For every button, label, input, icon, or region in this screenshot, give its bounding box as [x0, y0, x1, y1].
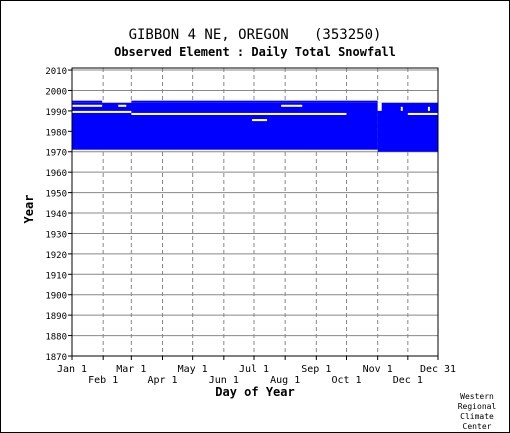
chart-title: GIBBON 4 NE, OREGON (353250) — [129, 27, 382, 43]
x-axis-label: Day of Year — [215, 385, 294, 399]
data-gap — [72, 104, 103, 107]
data-gap — [118, 104, 127, 107]
plot-area: 2010 2000 1990 1980 1970 1960 1950 1940 1930 1920… — [45, 67, 456, 386]
data-gap — [377, 102, 382, 111]
data-gap — [281, 104, 303, 107]
y-tick-label: 1960 — [45, 169, 67, 179]
y-tick-label: 1950 — [45, 190, 67, 200]
x-tick-label: Aug 1 — [270, 375, 300, 386]
y-tick-label: 1930 — [45, 230, 67, 240]
credit-line: Western — [460, 392, 494, 401]
x-tick-label: Oct 1 — [331, 375, 361, 386]
y-tick-label: 1980 — [45, 128, 67, 138]
plot-border — [71, 67, 439, 357]
y-tick-label: 1870 — [45, 353, 67, 363]
data-gap — [427, 106, 430, 111]
x-tick-label: Mar 1 — [116, 364, 146, 375]
y-tick-label: 1880 — [45, 333, 67, 343]
data-gap — [407, 112, 438, 115]
coverage-block — [72, 100, 103, 103]
coverage-block — [72, 102, 378, 150]
credit-line: Regional — [458, 402, 497, 411]
x-tick-label: May 1 — [178, 364, 208, 375]
data-gap — [400, 106, 403, 111]
data-gap — [251, 119, 268, 122]
y-tick-label: 2000 — [45, 87, 67, 97]
x-tick-label: Nov 1 — [363, 364, 393, 375]
credit-line: Center — [463, 422, 492, 431]
x-tick-label: Jan 1 — [57, 364, 87, 375]
credit-line: Climate — [460, 412, 494, 421]
y-tick-label: 1920 — [45, 251, 67, 261]
x-tick-label: Dec 1 — [393, 375, 423, 386]
data-gap — [72, 110, 132, 113]
x-tick-label: Jul 1 — [239, 364, 269, 375]
chart-subtitle: Observed Element : Daily Total Snowfall — [114, 45, 396, 59]
y-tick-label: 1990 — [45, 108, 67, 118]
x-tick-label: Apr 1 — [147, 375, 177, 386]
x-tick-label: Jun 1 — [209, 375, 239, 386]
data-gap — [131, 112, 347, 115]
y-tick-label: 2010 — [45, 67, 67, 77]
y-tick-label: 1910 — [45, 271, 67, 281]
y-axis-label: Year — [22, 195, 36, 224]
y-tick-label: 1940 — [45, 210, 67, 220]
x-tick-label: Dec 31 — [420, 364, 456, 375]
x-tick-label: Feb 1 — [88, 375, 118, 386]
y-tick-label: 1900 — [45, 292, 67, 302]
y-tick-label: 1890 — [45, 312, 67, 322]
y-tick-label: 1970 — [45, 149, 67, 159]
x-tick-label: Sep 1 — [301, 364, 331, 375]
coverage-block — [131, 100, 378, 103]
